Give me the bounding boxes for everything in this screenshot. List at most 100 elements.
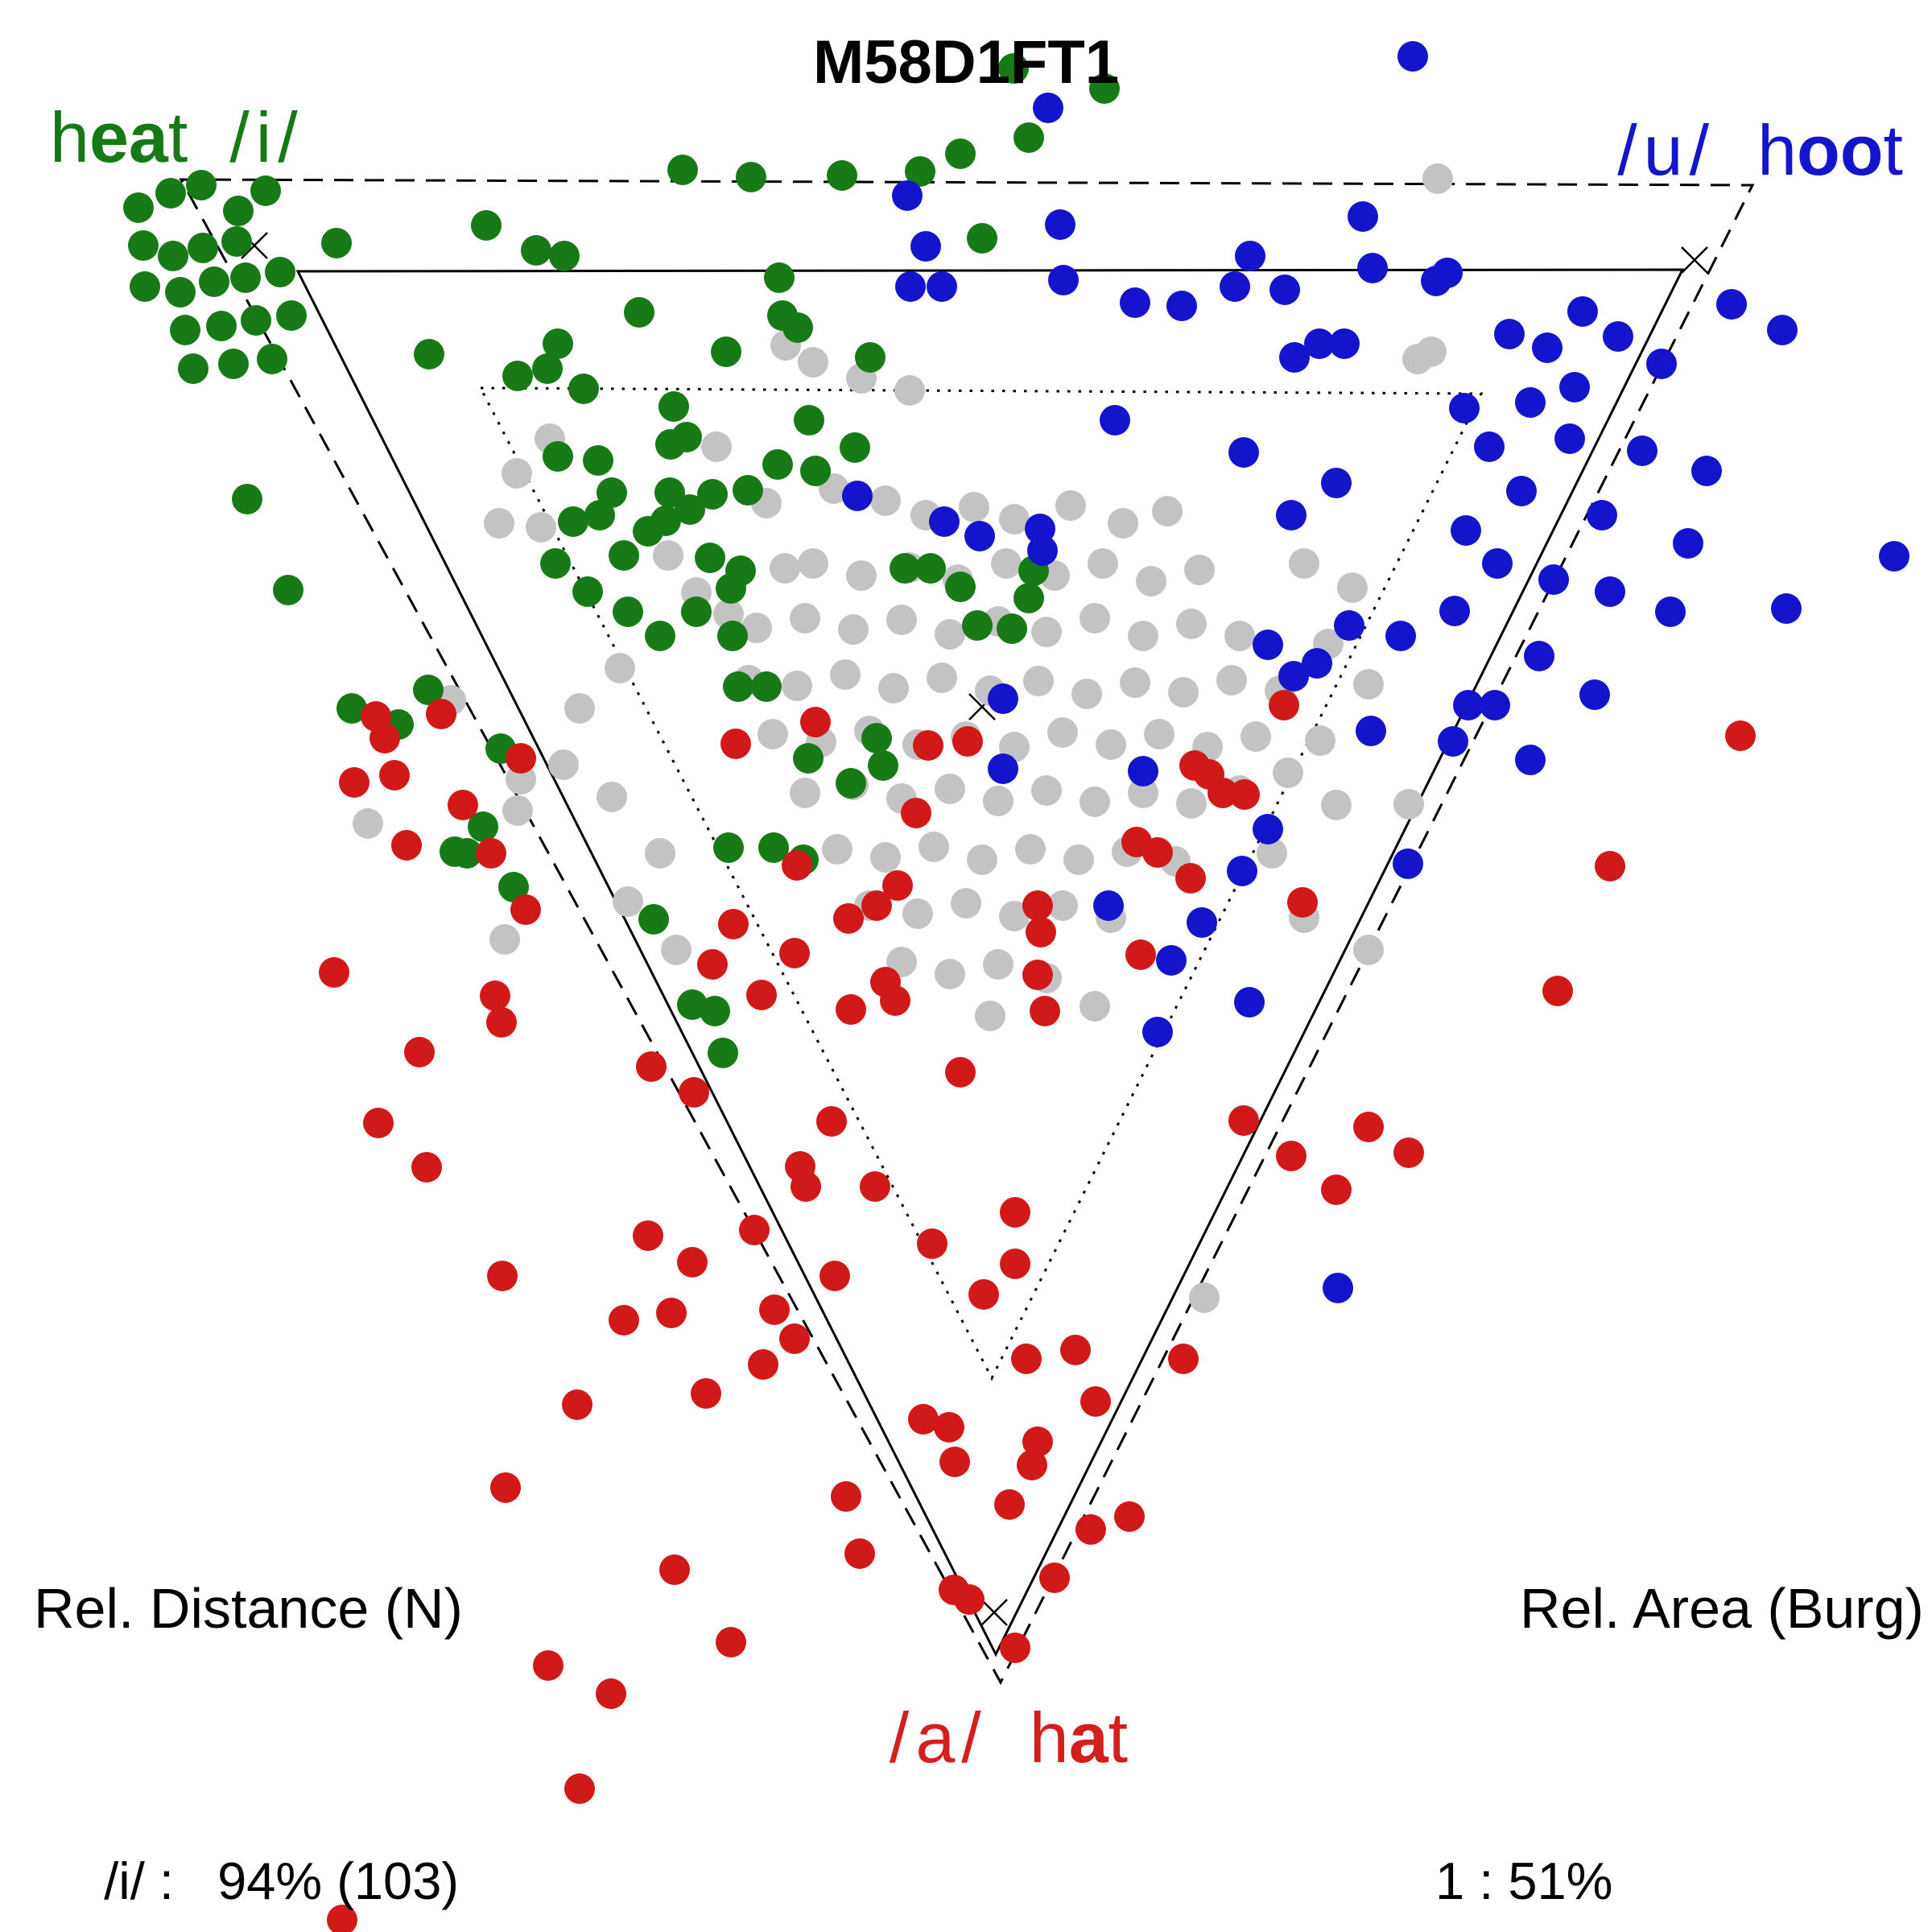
data-point-green (276, 300, 307, 331)
data-point-gray (1353, 935, 1384, 965)
data-point-green (321, 228, 352, 258)
data-point-blue (1397, 41, 1428, 72)
data-point-blue (964, 521, 995, 551)
data-point-green (836, 768, 866, 799)
data-point-green (558, 506, 588, 537)
word-part: oo (1797, 110, 1884, 190)
data-point-green (945, 572, 976, 602)
data-point-green (945, 138, 976, 169)
data-point-green (962, 610, 993, 641)
data-point-gray (1071, 679, 1102, 709)
data-point-green (1013, 583, 1044, 613)
data-point-green (655, 429, 686, 460)
word-part: t (1883, 110, 1903, 190)
data-point-blue (1393, 848, 1423, 879)
word-part: h (1757, 110, 1798, 190)
corner-label-hoot-u: /u/hoot (1617, 109, 1903, 192)
data-point-red (952, 726, 983, 757)
data-point-red (1022, 960, 1053, 990)
data-point-green (221, 226, 252, 257)
data-point-red (476, 838, 506, 869)
data-point-gray (902, 898, 933, 929)
data-point-gray (1273, 758, 1303, 788)
data-point-green (521, 235, 551, 266)
data-point-blue (1587, 500, 1617, 530)
data-point-green (568, 374, 599, 404)
data-point-red (739, 1215, 770, 1245)
data-point-red (1011, 1344, 1042, 1374)
data-point-red (679, 1077, 709, 1108)
data-point-green (800, 456, 831, 486)
data-point-red (379, 760, 410, 791)
data-point-blue (1482, 548, 1513, 579)
data-point-gray (1055, 490, 1086, 521)
data-point-red (487, 1261, 518, 1291)
data-point-blue (1879, 541, 1909, 572)
data-point-gray (502, 458, 532, 489)
data-point-green (861, 723, 892, 753)
data-point-blue (1334, 610, 1364, 641)
data-point-gray (1096, 729, 1126, 760)
data-point-red (533, 1650, 564, 1681)
data-point-gray (870, 485, 901, 516)
data-point-red (791, 1171, 821, 1202)
data-point-blue (1603, 321, 1633, 352)
data-point-green (130, 271, 160, 302)
data-point-gray (1063, 844, 1094, 875)
data-point-gray (653, 540, 683, 571)
data-point-red (1026, 917, 1056, 947)
data-point-green (471, 210, 502, 241)
vertex-cross-marker (1681, 246, 1708, 274)
data-point-green (218, 349, 249, 379)
data-point-green (230, 262, 261, 293)
data-point-red (697, 949, 728, 980)
data-point-blue (1253, 814, 1283, 844)
data-point-green (1089, 73, 1120, 104)
data-point-green (868, 750, 898, 781)
data-point-gray (991, 548, 1022, 579)
data-point-green (764, 262, 795, 293)
data-point-red (1269, 690, 1299, 720)
data-point-gray (605, 653, 635, 683)
data-point-green (645, 621, 675, 651)
data-point-gray (353, 808, 383, 839)
data-point-green (624, 297, 654, 328)
data-point-red (994, 1489, 1025, 1520)
data-point-red (411, 1152, 442, 1183)
data-point-green (414, 339, 444, 369)
data-point-blue (1348, 201, 1378, 232)
data-point-gray (983, 786, 1013, 816)
data-point-green (241, 305, 271, 336)
data-point-gray (1015, 834, 1046, 865)
data-point-red (968, 1279, 999, 1310)
data-point-green (206, 311, 237, 341)
data-point-red (1017, 1450, 1047, 1480)
data-point-blue (1771, 593, 1802, 624)
data-point-gray (983, 949, 1013, 980)
data-point-gray (1047, 717, 1078, 748)
ipa-label: /a/ (889, 1698, 988, 1777)
data-point-green (697, 479, 728, 510)
data-point-red (363, 1108, 394, 1138)
data-point-blue (1253, 630, 1283, 660)
data-point-green (782, 312, 813, 343)
data-point-red (1080, 1386, 1111, 1417)
data-point-red (748, 1349, 778, 1380)
data-point-gray (1168, 677, 1199, 708)
data-point-blue (1156, 945, 1187, 976)
data-point-blue (1480, 690, 1510, 720)
data-point-red (1353, 1112, 1384, 1142)
data-point-blue (1220, 271, 1250, 302)
data-point-green (250, 175, 281, 206)
word-part: h (1029, 1698, 1069, 1777)
data-point-gray (1241, 721, 1271, 752)
data-point-blue (1100, 405, 1130, 436)
data-point-red (506, 743, 536, 774)
triangle-speaker-area-1 (295, 268, 1685, 1657)
data-point-blue (1451, 515, 1481, 546)
data-point-red (1175, 863, 1206, 894)
data-point-red (1393, 1137, 1424, 1168)
data-point-gray (1128, 621, 1158, 651)
data-point-gray (1136, 566, 1166, 597)
